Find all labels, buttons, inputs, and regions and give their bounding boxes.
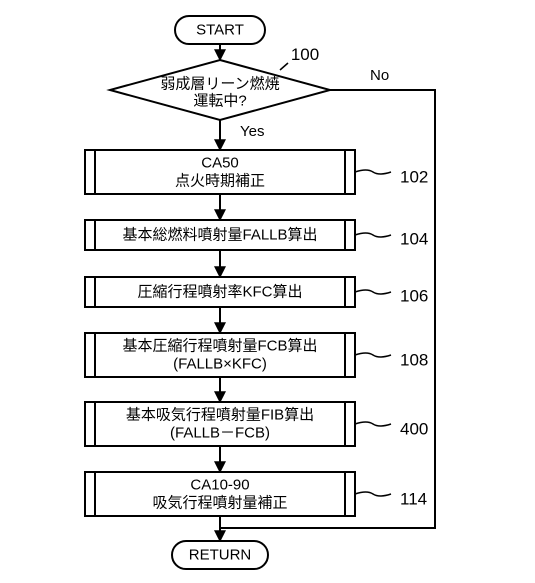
process-s108: 基本圧縮行程噴射量FCB算出(FALLB×KFC) 108 [85,333,428,377]
id-leader-4 [355,422,391,426]
terminal-start-label: START [196,22,244,39]
process-s114-line1: CA10-90 [190,477,249,494]
process-s114-id: 114 [400,489,427,508]
terminal-return: RETURN [172,541,268,569]
process-s400-line2: (FALLB－FCB) [170,425,270,442]
process-s114: CA10-90吸気行程噴射量補正 114 [85,472,427,516]
decision-yes-label: Yes [240,123,264,140]
process-s102-id: 102 [400,167,428,186]
id-leader-0 [355,170,391,174]
process-s106: 圧縮行程噴射率KFC算出 106 [85,277,428,307]
decision-no-label: No [370,67,389,84]
process-s400-id: 400 [400,419,428,438]
process-s108-id: 108 [400,350,428,369]
process-s400-line1: 基本吸気行程噴射量FIB算出 [126,406,314,424]
process-s106-line1: 圧縮行程噴射率KFC算出 [137,283,302,301]
terminal-start: START [175,16,265,44]
id-leader-3 [355,353,391,357]
process-s108-line1: 基本圧縮行程噴射量FCB算出 [122,337,317,355]
process-s104-id: 104 [400,229,428,248]
decision-text-1: 弱成層リーン燃焼 [160,75,279,93]
process-s102: CA50点火時期補正 102 [85,150,428,194]
decision-id: 100 [291,45,319,64]
connector-8 [220,90,435,528]
process-s104: 基本総燃料噴射量FALLB算出 104 [85,220,428,250]
process-s104-line1: 基本総燃料噴射量FALLB算出 [122,226,317,244]
process-s400: 基本吸気行程噴射量FIB算出(FALLB－FCB) 400 [85,402,428,446]
id-leader-2 [355,290,391,294]
process-s102-line2: 点火時期補正 [175,173,265,190]
id-leader-1 [355,233,391,237]
id-leader-5 [355,492,391,496]
process-s114-line2: 吸気行程噴射量補正 [152,495,287,512]
terminal-return-label: RETURN [189,547,252,564]
process-s102-line1: CA50 [201,155,239,172]
decision-text-2: 運転中? [193,93,246,110]
decision-node: 弱成層リーン燃焼運転中? 100 Yes No [110,45,389,140]
process-s106-id: 106 [400,286,428,305]
process-s108-line2: (FALLB×KFC) [173,356,267,373]
